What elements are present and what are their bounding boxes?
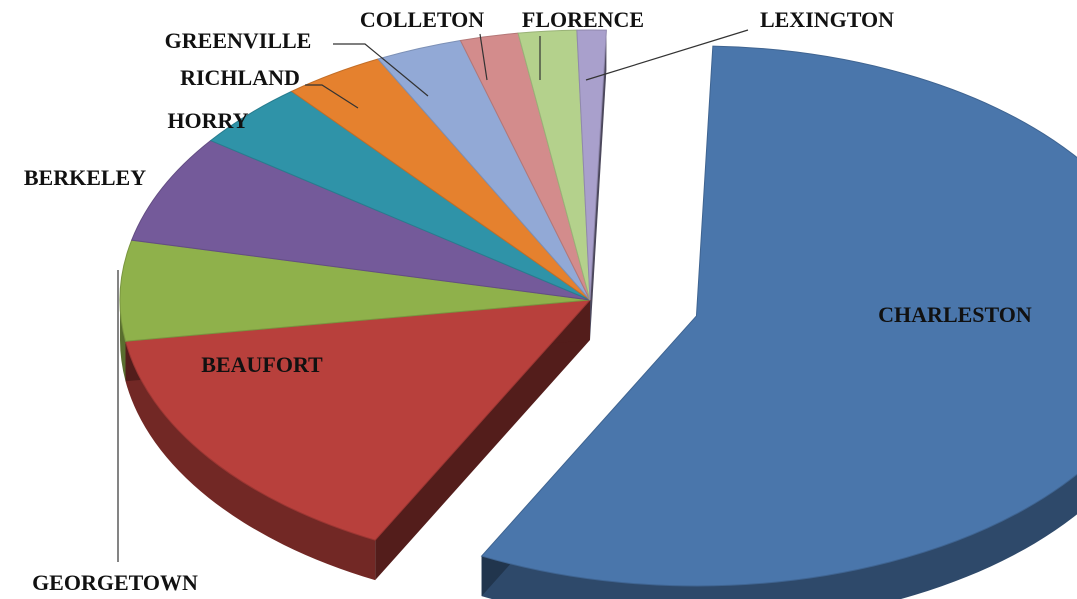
leader-line-richland (305, 84, 359, 109)
slice-label-berkeley: BERKELEY (24, 165, 146, 190)
slice-label-horry: HORRY (167, 108, 248, 133)
slice-label-richland: RICHLAND (180, 65, 300, 90)
slice-side-georgetown (120, 300, 126, 382)
slice-tops (119, 29, 1077, 587)
leader-line-greenville (333, 43, 429, 97)
slice-labels: CHARLESTON BEAUFORT GEORGETOWN BERKELEY HORR… (24, 7, 1032, 595)
slice-berkeley (130, 139, 591, 301)
slice-label-colleton: COLLETON (360, 7, 484, 32)
slice-beaufort (124, 299, 592, 541)
slice-georgetown (119, 239, 591, 342)
slice-cut-beaufort-0 (375, 300, 590, 581)
slice-cut-lexington-1 (590, 30, 607, 340)
slice-label-lexington: LEXINGTON (760, 7, 894, 32)
slice-label-greenville: GREENVILLE (165, 28, 312, 53)
slice-charleston (480, 45, 1077, 587)
slice-label-charleston: CHARLESTON (878, 302, 1032, 327)
slice-label-florence: FLORENCE (522, 7, 644, 32)
slice-label-beaufort: BEAUFORT (201, 352, 323, 377)
leader-line-lexington (585, 29, 749, 81)
slice-side-beaufort (125, 341, 376, 581)
leader-line-colleton (479, 33, 488, 81)
slice-side-charleston (481, 474, 1077, 599)
leader-lines (117, 29, 749, 562)
slice-lexington (576, 29, 607, 301)
slice-label-georgetown: GEORGETOWN (32, 570, 198, 595)
